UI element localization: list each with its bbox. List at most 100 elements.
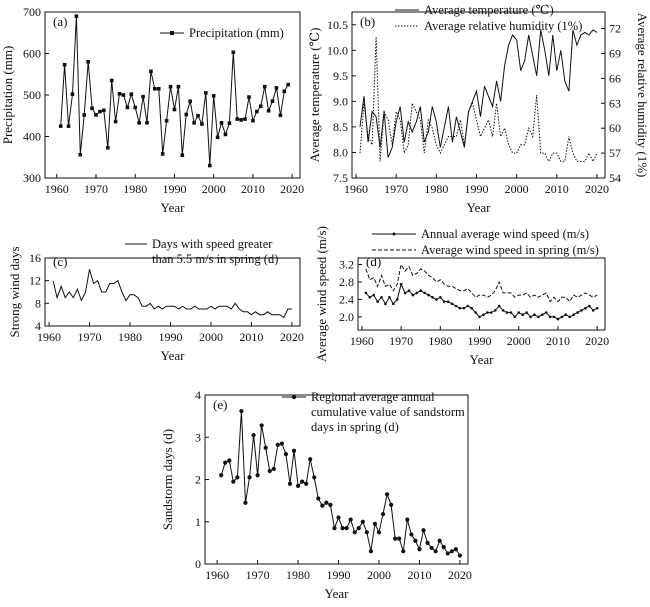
x-tick-label: 1990 [162,182,186,196]
y-tick-label: 8 [35,296,41,310]
data-point [521,313,524,317]
data-point [453,547,458,552]
plot-frame [44,257,301,327]
data-point [368,549,373,554]
data-point [227,121,232,126]
data-point [263,445,268,450]
data-point [560,315,564,319]
data-point [282,89,287,94]
data-point [316,496,321,501]
chart-panel-e: 1960 1970 1980 1990 2000 2010 2020 0 1 2 3 4 Year San… [160,388,472,601]
legend-label: Regional average annual [311,390,435,404]
data-point [427,293,430,297]
data-point [364,291,368,295]
data-point [439,295,442,299]
plot-frame [351,11,606,179]
data-point [380,295,383,299]
data-point [572,313,575,317]
data-point [595,306,599,310]
data-point [352,530,357,535]
data-point [580,309,583,312]
y-axis-title: Average temperature (℃) [307,28,322,163]
y-tick-label: 4 [35,319,41,333]
y-tick-label: 10.0 [327,43,348,57]
data-point [176,84,181,89]
panel-label: (b) [360,14,375,29]
data-point [340,525,345,531]
data-point [450,302,454,306]
y-tick-label: 9.0 [333,94,348,108]
x-tick-label: 2000 [199,330,223,344]
data-point [259,423,264,428]
y-tick-label: 400 [23,130,41,144]
data-point [501,309,505,312]
data-point [380,512,386,517]
y-axis-title: Strong wind days [7,247,22,338]
series-line [359,29,598,158]
data-point [441,545,446,550]
data-point [376,300,379,303]
y-tick-label: 2.4 [339,292,354,306]
x-tick-label: 1970 [384,182,408,196]
data-point [548,315,552,319]
legend-label: Average wind speed in spring (m/s) [421,243,599,257]
data-point [544,311,548,314]
chart-panel-d: 1960 1970 1980 1990 2000 2010 2020 2.0 2.4 2.8 3.2… [314,226,609,367]
y-tick-label: 0 [195,557,201,571]
legend-label: than 5.5 m/s in spring (d) [152,252,278,266]
x-tick-label: 2010 [546,334,570,348]
data-point [133,105,138,110]
data-point [417,547,422,552]
data-point [262,84,267,89]
data-point [172,107,177,112]
data-point [117,91,122,96]
data-point [588,304,591,308]
data-point [457,553,463,558]
data-point [74,14,79,18]
data-point [196,113,200,118]
data-point [393,536,398,541]
x-axis-title: Year [325,586,350,601]
x-tick-label: 1960 [344,182,368,196]
data-point [486,311,489,314]
data-point [247,95,251,99]
data-point [113,119,118,124]
data-point [94,113,98,117]
data-point [405,517,410,522]
data-point [149,69,153,74]
data-point [78,152,83,157]
data-point [300,479,305,484]
y-tick-label: 2 [195,473,201,487]
x-axis-title: Year [467,200,492,215]
data-point [286,82,291,87]
data-point [239,118,243,122]
data-point [505,311,509,314]
data-point [324,500,329,505]
data-point [425,540,430,545]
x-axis-title: Year [470,352,495,367]
data-point [389,502,394,507]
data-point [204,91,208,95]
data-point [156,86,161,91]
data-point [437,538,442,543]
data-point [576,311,579,314]
data-point [591,309,595,312]
data-point [413,538,418,543]
data-point [62,62,67,67]
y-right-tick-label: 60 [609,121,621,135]
data-point [403,291,407,295]
data-point [356,525,361,531]
data-point [164,118,169,123]
data-point [537,315,540,319]
plot-frame [357,257,606,331]
legend-label: Average relative humidity (1%) [424,19,582,33]
y-tick-label: 8.5 [333,120,348,134]
data-point [328,502,333,507]
data-point [145,121,149,125]
x-tick-label: 1970 [84,182,108,196]
data-point [415,291,419,295]
x-tick-label: 2020 [280,330,304,344]
data-point [312,475,317,480]
data-point [258,104,263,109]
